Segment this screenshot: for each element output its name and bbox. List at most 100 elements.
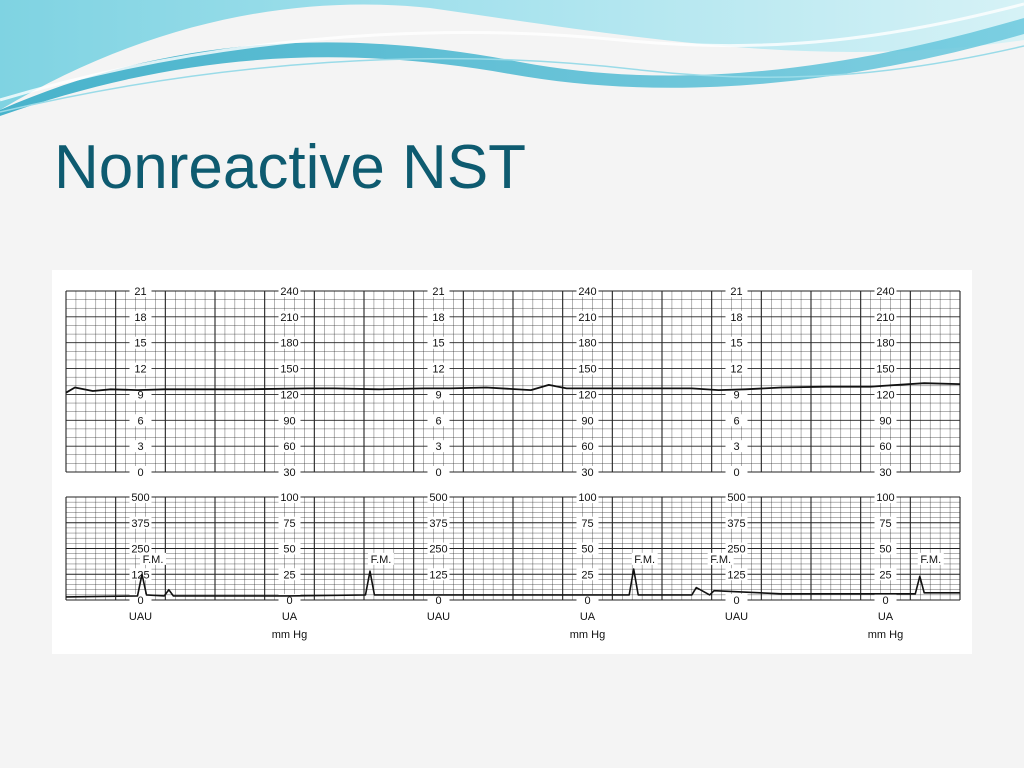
- fhr-scale-label: 18: [730, 312, 742, 324]
- fhr-scale-label: 60: [879, 441, 891, 453]
- scale-label-bg: [725, 491, 748, 503]
- ua-scale-label: 25: [581, 569, 593, 581]
- scale-label-bg: [278, 516, 301, 529]
- fm-annotation: F.M.: [143, 554, 164, 566]
- scale-label-bg: [576, 285, 599, 297]
- ua-unit-label: UAU: [725, 611, 748, 623]
- fm-label-bg: [139, 552, 166, 565]
- scale-label-bg: [576, 336, 599, 349]
- fhr-scale-label: 240: [578, 286, 596, 298]
- scale-label-bg: [725, 285, 748, 297]
- slide-title: Nonreactive NST: [54, 133, 527, 202]
- scale-label-bg: [129, 542, 152, 555]
- scale-label-bg: [576, 362, 599, 375]
- scale-label-bg: [725, 388, 748, 401]
- scale-label-bg: [129, 414, 152, 427]
- ua-scale-label: 125: [131, 569, 149, 581]
- scale-label-bg: [576, 491, 599, 503]
- scale-label-bg: [427, 440, 450, 453]
- scale-label-bg: [427, 568, 450, 581]
- fhr-scale-label: 60: [283, 441, 295, 453]
- fhr-scale-label: 15: [134, 338, 146, 350]
- scale-label-bg: [129, 440, 152, 453]
- scale-label-bg: [129, 285, 152, 297]
- scale-label-bg: [427, 594, 450, 606]
- ua-scale-label: 50: [879, 544, 891, 556]
- fhr-scale-label: 3: [435, 441, 441, 453]
- fhr-scale-label: 18: [134, 312, 146, 324]
- scale-label-bg: [725, 568, 748, 581]
- scale-label-bg: [874, 336, 897, 349]
- fm-annotation: F.M.: [371, 554, 392, 566]
- scale-label-bg: [129, 388, 152, 401]
- scale-label-bg: [874, 414, 897, 427]
- ua-scale-label: 50: [283, 544, 295, 556]
- fhr-scale-label: 18: [432, 312, 444, 324]
- scale-label-bg: [427, 542, 450, 555]
- scale-label-bg: [278, 466, 301, 478]
- ua-scale-label: 75: [283, 518, 295, 530]
- ua-scale-label: 375: [727, 518, 745, 530]
- ua-scale-label: 100: [280, 492, 298, 504]
- scale-label-bg: [129, 516, 152, 529]
- ua-scale-label: 500: [131, 492, 149, 504]
- scale-label-bg: [874, 542, 897, 555]
- scale-label-bg: [725, 362, 748, 375]
- fhr-scale-label: 120: [578, 389, 596, 401]
- fm-label-bg: [631, 552, 658, 565]
- ua-unit-label: UA: [282, 611, 298, 623]
- scale-label-bg: [874, 568, 897, 581]
- scale-label-bg: [278, 594, 301, 606]
- fhr-scale-label: 12: [432, 364, 444, 376]
- scale-label-bg: [725, 516, 748, 529]
- scale-label-bg: [427, 388, 450, 401]
- scale-label-bg: [874, 388, 897, 401]
- scale-label-bg: [725, 594, 748, 606]
- scale-label-bg: [725, 310, 748, 323]
- scale-label-bg: [129, 310, 152, 323]
- fhr-scale-label: 90: [283, 415, 295, 427]
- fhr-scale-label: 3: [733, 441, 739, 453]
- fhr-scale-label: 0: [733, 467, 739, 479]
- fhr-scale-label: 21: [134, 286, 146, 298]
- fhr-scale-label: 120: [876, 389, 894, 401]
- fhr-scale-label: 0: [435, 467, 441, 479]
- scale-label-bg: [874, 362, 897, 375]
- fhr-scale-label: 12: [134, 364, 146, 376]
- ua-unit-label: UA: [878, 611, 894, 623]
- scale-label-bg: [278, 491, 301, 503]
- scale-label-bg: [576, 516, 599, 529]
- fhr-scale-label: 9: [733, 389, 739, 401]
- scale-label-bg: [725, 466, 748, 478]
- fetal-monitor-strip: 21 18 15 12 9 6 3 0 500 375 250 125 0 UAU 240 210 180 150…: [52, 270, 972, 654]
- ua-scale-label: 375: [429, 518, 447, 530]
- fhr-scale-label: 21: [730, 286, 742, 298]
- fhr-scale-label: 15: [730, 338, 742, 350]
- ua-trace: [65, 568, 960, 598]
- fhr-scale-label: 9: [137, 389, 143, 401]
- ua-scale-label: 500: [727, 492, 745, 504]
- scale-label-bg: [874, 516, 897, 529]
- fhr-scale-label: 180: [578, 338, 596, 350]
- scale-label-bg: [725, 414, 748, 427]
- scale-label-bg: [278, 310, 301, 323]
- scale-label-bg: [576, 568, 599, 581]
- scale-label-bg: [874, 466, 897, 478]
- fhr-scale-label: 180: [876, 338, 894, 350]
- fm-label-bg: [707, 552, 734, 565]
- scale-label-bg: [278, 388, 301, 401]
- fhr-scale-label: 210: [876, 312, 894, 324]
- scale-label-bg: [129, 491, 152, 503]
- scale-label-bg: [278, 568, 301, 581]
- fm-label-bg: [917, 552, 944, 565]
- fhr-scale-label: 30: [879, 467, 891, 479]
- fhr-scale-label: 60: [581, 441, 593, 453]
- ua-unit-label: UAU: [129, 611, 152, 623]
- scale-label-bg: [278, 336, 301, 349]
- fhr-scale-label: 6: [137, 415, 143, 427]
- fhr-scale-label: 30: [581, 467, 593, 479]
- fhr-scale-label: 240: [876, 286, 894, 298]
- scale-label-bg: [427, 414, 450, 427]
- ua-unit-label: UAU: [427, 611, 450, 623]
- fhr-scale-label: 6: [733, 415, 739, 427]
